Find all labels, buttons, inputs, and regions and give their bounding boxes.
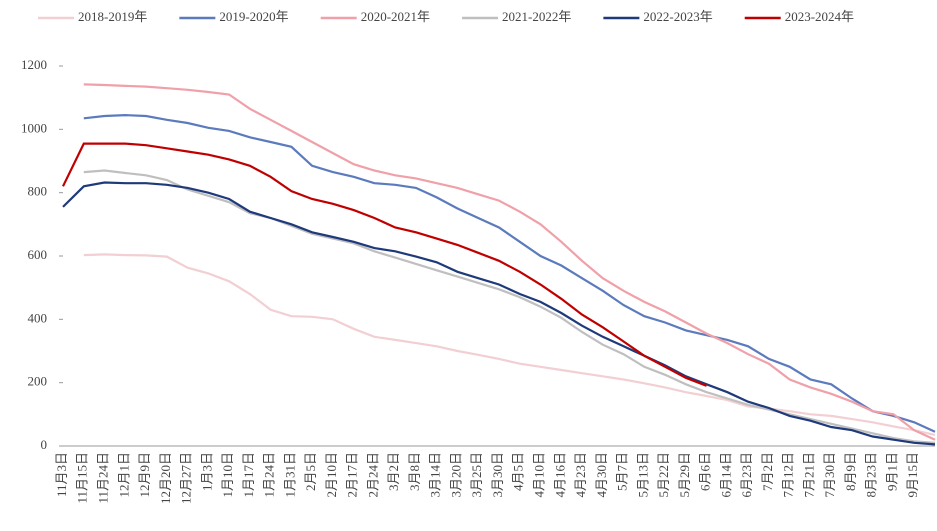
x-tick-label: 3月2日 [386, 452, 401, 491]
x-tick-label: 6月6日 [698, 452, 713, 491]
legend-label: 2023-2024年 [785, 9, 854, 24]
x-tick-label: 4月10日 [532, 452, 547, 498]
x-tick-label: 7月12日 [781, 452, 796, 498]
x-tick-label: 5月13日 [635, 452, 650, 498]
x-tick-label: 1月10日 [220, 452, 235, 498]
y-tick-label: 1200 [21, 57, 47, 72]
x-tick-label: 11月3日 [54, 452, 69, 497]
x-tick-label: 3月8日 [407, 452, 422, 491]
y-tick-label: 400 [28, 310, 48, 325]
x-tick-label: 3月20日 [448, 452, 463, 498]
series-line [83, 113, 936, 433]
x-tick-label: 4月30日 [594, 452, 609, 498]
legend-label: 2022-2023年 [643, 9, 712, 24]
x-tick-label: 9月15日 [905, 452, 920, 498]
legend-label: 2020-2021年 [361, 9, 430, 24]
x-tick-label: 5月29日 [677, 452, 692, 498]
x-tick-label: 11月24日 [96, 452, 111, 504]
x-tick-label: 12月9日 [137, 452, 152, 498]
x-tick-label: 12月27日 [179, 452, 194, 504]
legend-label: 2018-2019年 [78, 9, 147, 24]
x-tick-label: 6月23日 [739, 452, 754, 498]
series-line [62, 142, 707, 387]
x-tick-label: 6月14日 [718, 452, 733, 498]
x-tick-label: 4月5日 [511, 452, 526, 491]
legend: 2018-2019年 2019-2020年 2020-2021年 2021-2022年… [38, 9, 854, 24]
x-tick-label: 2月17日 [345, 452, 360, 498]
y-tick-label: 600 [28, 247, 48, 262]
x-tick-label: 12月20日 [158, 452, 173, 504]
x-tick-label: 8月9日 [843, 452, 858, 491]
x-tick-label: 1月24日 [262, 452, 277, 498]
y-tick-label: 0 [41, 437, 48, 452]
x-tick-label: 12月1日 [116, 452, 131, 498]
x-tick-label: 9月1日 [884, 452, 899, 491]
x-tick-label: 8月23日 [864, 452, 879, 498]
series-line [83, 169, 936, 444]
x-tick-label: 2月24日 [365, 452, 380, 498]
y-tick-label: 800 [28, 184, 48, 199]
x-tick-label: 2月10日 [324, 452, 339, 498]
x-tick-label: 7月2日 [760, 452, 775, 491]
y-tick-label: 1000 [21, 120, 47, 135]
x-tick-label: 3月14日 [428, 452, 443, 498]
legend-label: 2019-2020年 [219, 9, 288, 24]
series-line [83, 253, 936, 436]
x-tick-label: 4月16日 [552, 452, 567, 498]
x-tick-label: 5月7日 [615, 452, 630, 491]
x-tick-label: 5月22日 [656, 452, 671, 498]
x-tick-label: 1月31日 [282, 452, 297, 498]
x-tick-label: 4月23日 [573, 452, 588, 498]
x-tick-label: 3月25日 [469, 452, 484, 498]
y-tick-label: 200 [28, 374, 48, 389]
x-tick-label: 11月15日 [75, 452, 90, 504]
x-tick-label: 1月3日 [199, 452, 214, 491]
x-tick-label: 2月5日 [303, 452, 318, 491]
x-tick-label: 1月17日 [241, 452, 256, 498]
series-line [83, 83, 936, 441]
x-tick-label: 7月30日 [822, 452, 837, 498]
legend-label: 2021-2022年 [502, 9, 571, 24]
series-line [62, 181, 936, 446]
x-tick-label: 3月30日 [490, 452, 505, 498]
x-tick-label: 7月21日 [801, 452, 816, 498]
